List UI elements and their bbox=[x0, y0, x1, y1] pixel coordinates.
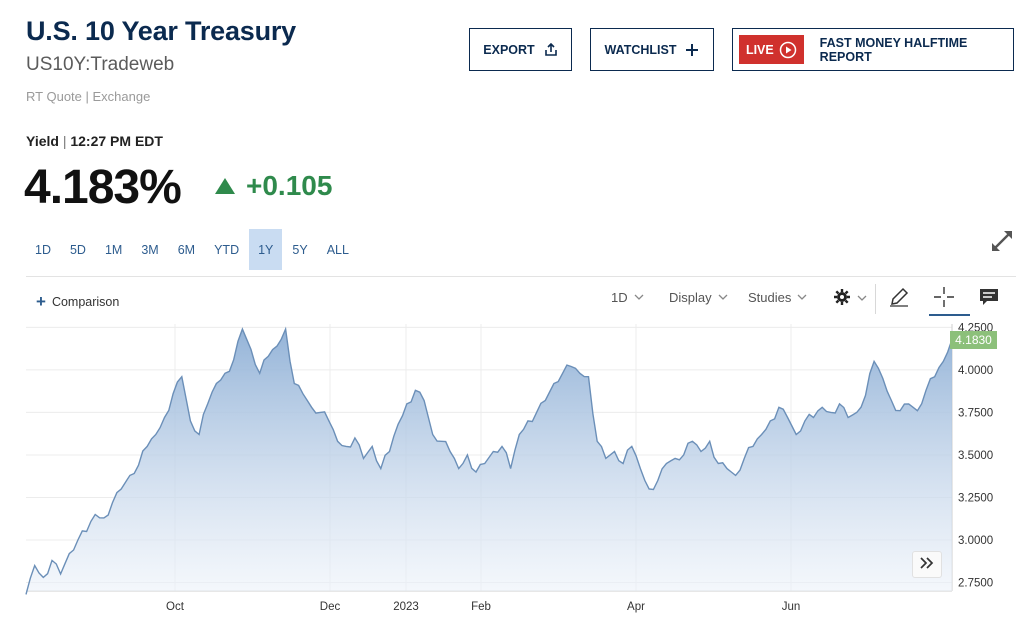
interval-label: 1D bbox=[611, 290, 628, 305]
y-tick-label: 3.5000 bbox=[958, 450, 993, 462]
yield-label: Yield bbox=[26, 133, 59, 149]
quote-time: 12:27 PM EDT bbox=[70, 133, 163, 149]
comment-tool-button[interactable] bbox=[978, 287, 1000, 310]
crosshair-tool-button[interactable] bbox=[933, 286, 955, 311]
settings-button[interactable] bbox=[833, 288, 867, 309]
draw-tool-button[interactable] bbox=[888, 286, 910, 311]
range-5y[interactable]: 5Y bbox=[292, 242, 308, 257]
gear-icon bbox=[833, 288, 851, 309]
studies-label: Studies bbox=[748, 290, 792, 305]
change-value: +0.105 bbox=[246, 170, 333, 201]
series-line bbox=[25, 326, 953, 595]
time-range-selector: 1D 5D 1M 3M 6M YTD 1Y 5Y ALL bbox=[26, 229, 359, 270]
range-1y[interactable]: 1Y bbox=[249, 229, 283, 270]
live-stream-button[interactable]: LIVE FAST MONEY HALFTIME REPORT bbox=[732, 28, 1014, 71]
section-divider bbox=[26, 276, 1016, 277]
watchlist-label: WATCHLIST bbox=[604, 42, 677, 57]
crosshair-icon bbox=[933, 286, 955, 311]
live-show-title: FAST MONEY HALFTIME REPORT bbox=[819, 35, 968, 64]
chevron-down-icon bbox=[634, 294, 644, 301]
studies-dropdown[interactable]: Studies bbox=[748, 290, 807, 305]
export-button[interactable]: EXPORT bbox=[469, 28, 572, 71]
x-tick-label: Oct bbox=[166, 601, 185, 613]
pencil-icon bbox=[888, 286, 910, 311]
range-6m[interactable]: 6M bbox=[177, 242, 196, 257]
x-tick-label: Dec bbox=[320, 601, 341, 613]
comparison-label: Comparison bbox=[51, 294, 120, 309]
plus-icon bbox=[685, 43, 699, 57]
range-5d[interactable]: 5D bbox=[69, 242, 86, 257]
y-tick-label: 3.7500 bbox=[958, 407, 993, 419]
plus-icon: + bbox=[36, 292, 46, 311]
range-3m[interactable]: 3M bbox=[141, 242, 159, 257]
comparison-button[interactable]: + Comparison bbox=[36, 293, 119, 310]
quote-source: RT Quote | Exchange bbox=[26, 89, 151, 104]
x-tick-label: Feb bbox=[471, 601, 491, 613]
chevron-down-icon bbox=[797, 294, 807, 301]
price-change: +0.105 bbox=[214, 170, 332, 202]
active-tool-indicator bbox=[929, 314, 970, 316]
range-all[interactable]: ALL bbox=[326, 242, 349, 257]
last-value-badge: 4.1830 bbox=[950, 331, 997, 349]
fullscreen-button[interactable] bbox=[988, 229, 1016, 257]
comment-icon bbox=[978, 287, 1000, 310]
symbol-label: US10Y:Tradeweb bbox=[26, 54, 175, 75]
export-label: EXPORT bbox=[483, 42, 535, 57]
y-tick-label: 4.0000 bbox=[958, 365, 993, 377]
display-dropdown[interactable]: Display bbox=[669, 290, 728, 305]
scroll-latest-button[interactable] bbox=[912, 551, 942, 578]
page-title: U.S. 10 Year Treasury bbox=[26, 16, 296, 46]
up-arrow-icon bbox=[214, 177, 236, 195]
yield-timestamp: Yield | 12:27 PM EDT bbox=[26, 133, 163, 149]
y-tick-label: 3.0000 bbox=[958, 535, 993, 547]
chevron-down-icon bbox=[718, 294, 728, 301]
series-area bbox=[26, 329, 952, 595]
watchlist-button[interactable]: WATCHLIST bbox=[590, 28, 714, 71]
expand-icon bbox=[989, 228, 1015, 259]
toolbar-separator bbox=[875, 284, 876, 314]
chevron-double-right-icon bbox=[919, 556, 935, 574]
price-value: 4.183% bbox=[24, 161, 182, 214]
range-ytd[interactable]: YTD bbox=[214, 242, 240, 257]
x-tick-label: Apr bbox=[627, 601, 645, 613]
range-1m[interactable]: 1M bbox=[104, 242, 123, 257]
range-1d[interactable]: 1D bbox=[35, 242, 51, 257]
y-tick-label: 2.7500 bbox=[958, 577, 993, 589]
yield-chart[interactable]: 4.2500 4.0000 3.7500 3.5000 3.2500 3.0000 2.75… bbox=[0, 318, 1024, 618]
chevron-down-icon bbox=[857, 295, 867, 302]
interval-dropdown[interactable]: 1D bbox=[611, 290, 644, 305]
y-tick-label: 3.2500 bbox=[958, 492, 993, 504]
share-icon bbox=[544, 42, 558, 57]
play-icon bbox=[779, 41, 797, 59]
x-tick-label: 2023 bbox=[393, 601, 419, 613]
x-tick-label: Jun bbox=[782, 601, 801, 613]
display-label: Display bbox=[669, 290, 712, 305]
live-label: LIVE bbox=[745, 42, 774, 57]
chart-canvas: 4.25004.00003.75003.50003.25003.00002.75… bbox=[25, 322, 993, 613]
live-badge: LIVE bbox=[739, 35, 804, 64]
